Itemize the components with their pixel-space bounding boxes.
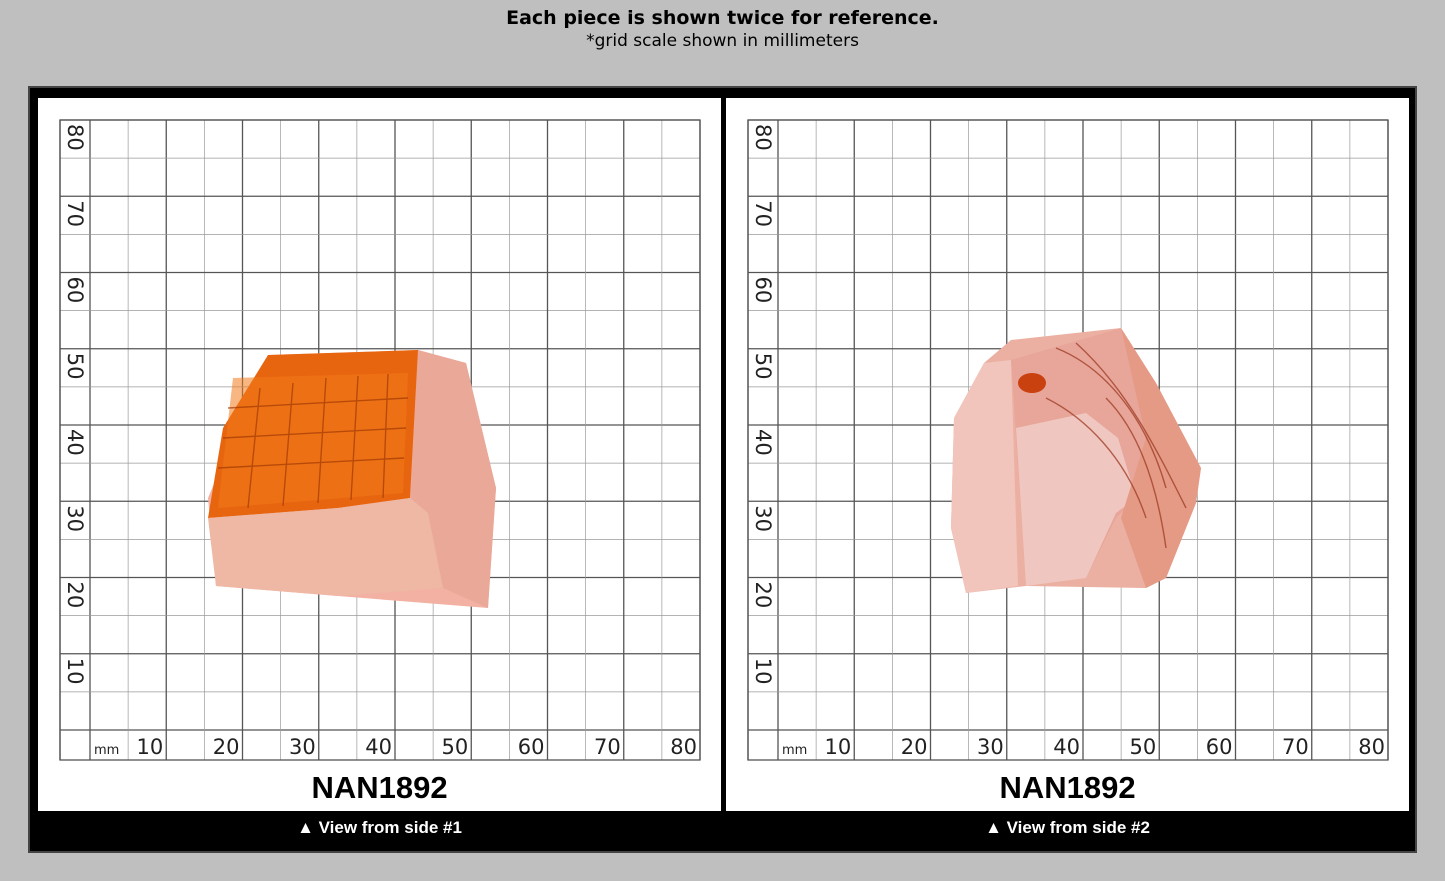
unit-label: mm <box>94 743 119 758</box>
x-tick-label: 80 <box>670 735 697 759</box>
x-tick-label: 30 <box>977 735 1004 759</box>
unit-label: mm <box>782 743 807 758</box>
panel-side-1: 10 20 30 40 50 60 70 80 10 20 30 40 50 60 70 80 mm <box>38 98 721 811</box>
stone-photo-side-1 <box>208 350 496 608</box>
x-tick-label: 40 <box>365 735 392 759</box>
x-tick-label: 60 <box>518 735 545 759</box>
x-tick-label: 70 <box>1282 735 1309 759</box>
grid-tick-labels-2: 10 20 30 40 50 60 70 80 10 20 30 40 50 60 70 80 mm <box>751 124 1385 759</box>
y-tick-label: 40 <box>63 429 87 456</box>
y-tick-label: 30 <box>751 505 775 532</box>
x-tick-label: 20 <box>901 735 928 759</box>
measurement-grid-1: 10 20 30 40 50 60 70 80 10 20 30 40 50 60 70 80 mm <box>59 119 701 761</box>
x-tick-label: 10 <box>825 735 852 759</box>
stone-photo-side-2 <box>951 328 1201 593</box>
x-tick-label: 40 <box>1053 735 1080 759</box>
page-subtitle: *grid scale shown in millimeters <box>586 31 859 51</box>
photo-frame: 10 20 30 40 50 60 70 80 10 20 30 40 50 60 70 80 mm <box>28 86 1417 853</box>
y-tick-label: 20 <box>63 582 87 609</box>
grid-lines-2 <box>747 119 1389 761</box>
y-tick-label: 80 <box>63 124 87 151</box>
x-tick-label: 80 <box>1358 735 1385 759</box>
view-caption-side-1: ▲ View from side #1 <box>297 818 462 837</box>
y-tick-label: 70 <box>63 200 87 227</box>
panel-side-2: 10 20 30 40 50 60 70 80 10 20 30 40 50 60 70 80 mm NAN18… <box>726 98 1409 811</box>
page-header: Each piece is shown twice for reference.… <box>0 6 1445 52</box>
y-tick-label: 50 <box>751 353 775 380</box>
y-tick-label: 60 <box>751 277 775 304</box>
y-tick-label: 40 <box>751 429 775 456</box>
x-tick-label: 70 <box>594 735 621 759</box>
y-tick-label: 20 <box>751 582 775 609</box>
x-tick-label: 20 <box>213 735 240 759</box>
x-tick-label: 30 <box>289 735 316 759</box>
y-tick-label: 10 <box>63 658 87 685</box>
page-title: Each piece is shown twice for reference. <box>506 7 939 29</box>
y-tick-label: 70 <box>751 200 775 227</box>
x-tick-label: 50 <box>442 735 469 759</box>
x-tick-label: 60 <box>1206 735 1233 759</box>
view-caption-side-2: ▲ View from side #2 <box>985 818 1150 837</box>
y-tick-label: 10 <box>751 658 775 685</box>
y-tick-label: 50 <box>63 353 87 380</box>
y-tick-label: 30 <box>63 505 87 532</box>
grid-tick-labels-1: 10 20 30 40 50 60 70 80 10 20 30 40 50 60 70 80 mm <box>63 124 697 759</box>
specimen-label: NAN1892 <box>311 770 448 805</box>
measurement-grid-2: 10 20 30 40 50 60 70 80 10 20 30 40 50 60 70 80 mm <box>747 119 1389 761</box>
x-tick-label: 50 <box>1130 735 1157 759</box>
specimen-label: NAN1892 <box>999 770 1136 805</box>
x-tick-label: 10 <box>137 735 164 759</box>
y-tick-label: 60 <box>63 277 87 304</box>
y-tick-label: 80 <box>751 124 775 151</box>
